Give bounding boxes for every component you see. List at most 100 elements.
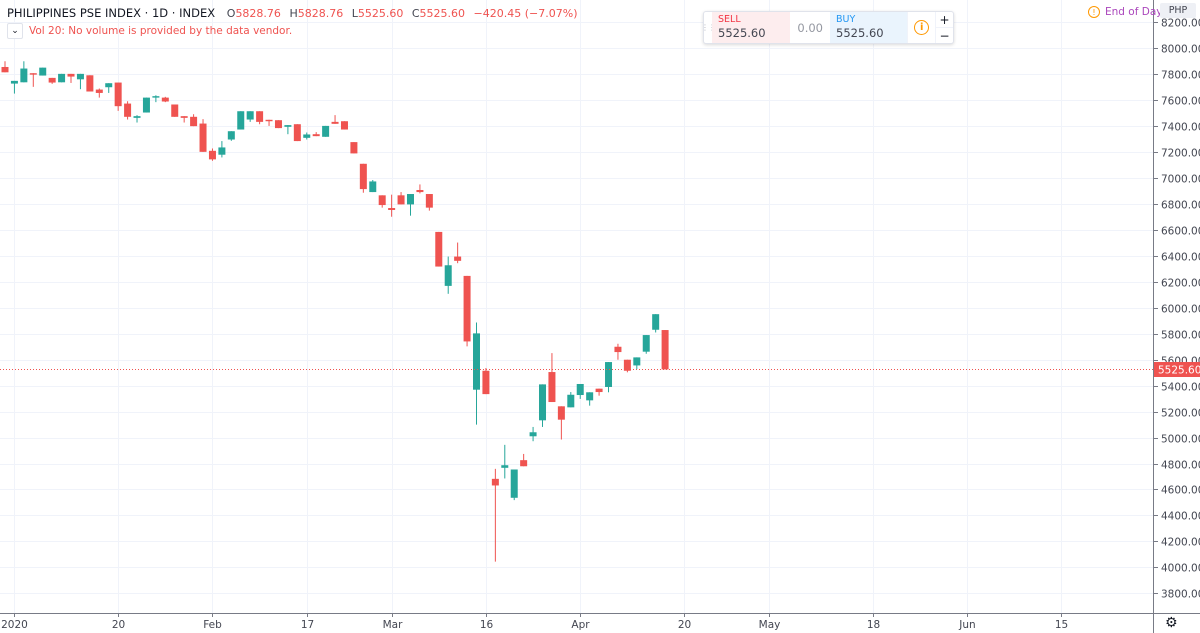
candle-2020-03-04[interactable]: [406, 194, 414, 216]
candle-2020-04-08[interactable]: [623, 359, 631, 373]
price-tick-label: 6600.00: [1161, 226, 1200, 238]
candle-2020-01-08[interactable]: [48, 77, 56, 84]
candle-2020-04-15[interactable]: [652, 314, 660, 333]
price-tick-label: 5800.00: [1161, 330, 1200, 342]
candle-2020-04-13[interactable]: [633, 357, 641, 370]
candle-2020-03-06[interactable]: [425, 194, 433, 211]
candle-2020-02-24[interactable]: [350, 142, 358, 154]
candle-2020-03-27[interactable]: [548, 353, 556, 403]
candle-2020-04-03[interactable]: [595, 388, 603, 396]
candle-body: [501, 465, 509, 468]
candle-2020-02-17[interactable]: [303, 132, 311, 140]
drag-handle-icon[interactable]: ⋮⋮: [701, 23, 716, 32]
candle-2020-03-02[interactable]: [388, 194, 396, 217]
increase-quantity-button[interactable]: +: [936, 12, 953, 28]
candle-2020-03-20[interactable]: [501, 444, 509, 479]
decrease-quantity-button[interactable]: −: [939, 28, 950, 43]
gear-icon[interactable]: ⚙: [1165, 615, 1178, 631]
candle-2020-02-04[interactable]: [218, 141, 226, 158]
candle-2020-01-10[interactable]: [58, 73, 66, 83]
candle-body: [133, 116, 141, 118]
candle-2020-01-21[interactable]: [124, 101, 132, 120]
change-value: −420.45 (−7.07%): [473, 7, 578, 20]
candle-2020-02-13[interactable]: [284, 125, 292, 135]
end-of-day-label: End of Day: [1105, 6, 1163, 18]
candle-2020-03-16[interactable]: [482, 368, 490, 395]
candle-2019-12-27[interactable]: [1, 61, 9, 73]
candle-2020-01-15[interactable]: [86, 75, 94, 92]
candle-2020-03-13[interactable]: [473, 322, 480, 425]
candle-2020-02-19[interactable]: [322, 125, 330, 137]
price-tick-label: 3800.00: [1161, 589, 1200, 601]
candle-body: [633, 357, 641, 366]
candle-2020-03-11[interactable]: [454, 242, 462, 264]
candle-2020-02-11[interactable]: [265, 119, 273, 126]
candle-2020-03-25[interactable]: [529, 426, 537, 442]
sell-button[interactable]: SELL 5525.60: [712, 12, 791, 43]
candle-2020-02-07[interactable]: [246, 111, 254, 122]
candle-2020-01-22[interactable]: [133, 115, 141, 123]
candle-2020-02-18[interactable]: [312, 132, 320, 137]
candle-2020-01-06[interactable]: [29, 73, 37, 87]
candle-2020-02-12[interactable]: [274, 120, 282, 129]
candle-2020-04-06[interactable]: [605, 362, 613, 393]
candle-2020-01-03[interactable]: [20, 61, 28, 83]
candle-2020-01-16[interactable]: [95, 88, 103, 98]
candle-2020-03-10[interactable]: [444, 256, 452, 294]
data-status[interactable]: ! End of Day: [1088, 6, 1162, 18]
candle-2020-01-27[interactable]: [161, 96, 169, 103]
candle-2020-02-28[interactable]: [378, 195, 386, 208]
candle-2020-02-05[interactable]: [227, 131, 235, 141]
candle-2020-02-14[interactable]: [293, 124, 301, 142]
candle-2020-01-07[interactable]: [39, 67, 47, 76]
candle-2020-01-20[interactable]: [114, 82, 122, 111]
candle-2020-01-30[interactable]: [190, 114, 198, 127]
time-axis[interactable]: [0, 613, 1153, 633]
price-tick-label: 4000.00: [1161, 563, 1200, 575]
price-tick-label: 5200.00: [1161, 408, 1200, 420]
info-button[interactable]: i: [907, 12, 935, 43]
candle-2020-02-10[interactable]: [256, 111, 264, 125]
candle-2020-03-19[interactable]: [491, 468, 499, 562]
candle-2020-03-12[interactable]: [463, 275, 471, 347]
candle-2020-02-26[interactable]: [359, 163, 367, 193]
candle-2020-04-16[interactable]: [661, 330, 669, 370]
candle-2020-02-03[interactable]: [208, 148, 216, 161]
price-axis[interactable]: [1153, 0, 1200, 633]
candle-body: [67, 73, 75, 77]
candle-body: [586, 392, 594, 401]
candle-body: [388, 208, 396, 210]
candle-2020-03-05[interactable]: [416, 184, 424, 194]
candle-2020-03-26[interactable]: [539, 384, 547, 427]
candle-2020-03-03[interactable]: [397, 192, 405, 205]
candle-2020-02-27[interactable]: [369, 180, 377, 193]
buy-button[interactable]: BUY 5525.60: [830, 12, 908, 43]
candle-2020-01-29[interactable]: [180, 116, 188, 123]
candle-2020-01-17[interactable]: [105, 83, 113, 93]
chevron-down-icon: ⌄: [11, 26, 19, 36]
candle-2020-04-07[interactable]: [614, 343, 622, 360]
candle-2020-03-23[interactable]: [510, 469, 518, 501]
symbol-title[interactable]: PHILIPPINES PSE INDEX · 1D · INDEX: [7, 6, 216, 20]
candle-2020-01-24[interactable]: [152, 95, 160, 103]
candle-2020-04-14[interactable]: [642, 335, 650, 354]
candle-2020-04-02[interactable]: [586, 392, 594, 406]
candle-2020-01-13[interactable]: [67, 73, 75, 83]
candle-2020-01-23[interactable]: [142, 97, 150, 113]
candle-2020-04-01[interactable]: [576, 383, 584, 399]
candle-body: [435, 231, 443, 267]
candle-2020-01-02[interactable]: [10, 80, 18, 94]
collapse-legend-button[interactable]: ⌄: [7, 23, 23, 39]
candle-2020-01-14[interactable]: [76, 73, 84, 90]
candle-2020-03-30[interactable]: [557, 406, 565, 440]
candle-2020-03-09[interactable]: [435, 231, 443, 267]
candle-2020-03-24[interactable]: [520, 453, 528, 467]
candle-2020-01-31[interactable]: [199, 119, 207, 152]
candle-2020-01-28[interactable]: [171, 104, 179, 117]
candle-2020-02-20[interactable]: [331, 115, 339, 124]
currency-label[interactable]: PHP: [1160, 3, 1196, 18]
candle-2020-02-21[interactable]: [340, 121, 348, 130]
candle-2020-03-31[interactable]: [567, 392, 575, 408]
candle-2020-02-06[interactable]: [237, 111, 245, 130]
